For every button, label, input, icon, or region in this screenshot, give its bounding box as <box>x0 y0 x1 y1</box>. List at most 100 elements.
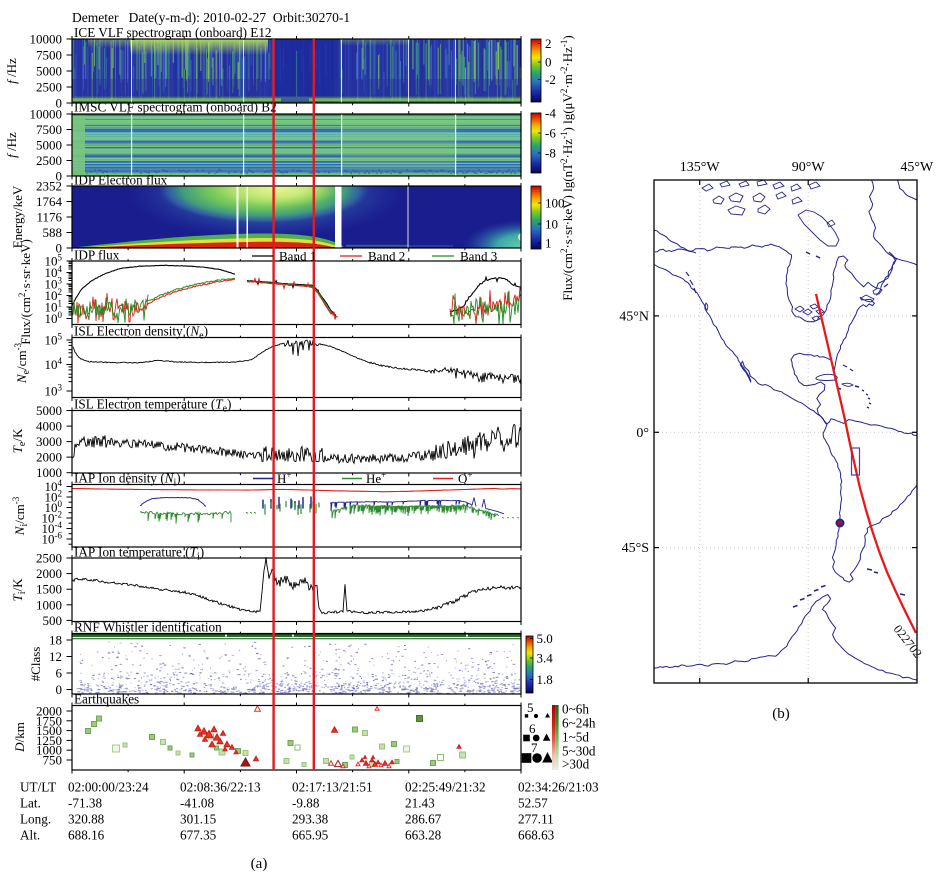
svg-text:02:00:00/23:24: 02:00:00/23:24 <box>68 780 149 795</box>
svg-text:12: 12 <box>49 649 62 664</box>
svg-text:7500: 7500 <box>36 48 62 63</box>
svg-text:UT/LT: UT/LT <box>20 780 56 795</box>
svg-text:Alt.: Alt. <box>20 828 40 843</box>
svg-text:IMSC VLF spectrogram (onboard): IMSC VLF spectrogram (onboard) B2 <box>74 100 277 115</box>
svg-text:10: 10 <box>545 217 558 232</box>
svg-text:-6: -6 <box>545 126 556 141</box>
svg-text:52.57: 52.57 <box>518 796 548 811</box>
svg-text:2500: 2500 <box>36 153 62 168</box>
svg-text:1~5d: 1~5d <box>562 730 589 745</box>
svg-text:1176: 1176 <box>36 210 62 225</box>
svg-text:02:25:49/21:32: 02:25:49/21:32 <box>405 780 486 795</box>
svg-text:0°: 0° <box>636 426 649 441</box>
svg-text:-71.38: -71.38 <box>68 796 102 811</box>
svg-text:0: 0 <box>56 169 63 184</box>
svg-text:Band 1: Band 1 <box>279 249 316 264</box>
svg-text:1000: 1000 <box>36 743 62 758</box>
svg-text:IDP Electron flux: IDP Electron flux <box>74 172 168 187</box>
svg-text:02:17:13/21:51: 02:17:13/21:51 <box>292 780 373 795</box>
svg-text:6: 6 <box>56 666 63 681</box>
svg-text:1000: 1000 <box>36 465 62 480</box>
svg-text:(b): (b) <box>772 706 790 722</box>
svg-text:2500: 2500 <box>36 551 62 566</box>
svg-text:665.95: 665.95 <box>292 828 329 843</box>
svg-text:1250: 1250 <box>36 733 62 748</box>
svg-text:5000: 5000 <box>36 403 62 418</box>
svg-text:1: 1 <box>545 236 552 251</box>
svg-text:Flux/(cm2·s·sr·keV) lg(nT2·Hz-: Flux/(cm2·s·sr·keV) lg(nT2·Hz-1) lg(μV2·… <box>559 35 575 300</box>
svg-text:(a): (a) <box>251 856 268 872</box>
svg-text:45°S: 45°S <box>622 541 649 556</box>
svg-text:1.8: 1.8 <box>537 672 553 687</box>
svg-text:Band 2: Band 2 <box>368 249 405 264</box>
svg-text:0~6h: 0~6h <box>562 702 589 717</box>
svg-text:135°W: 135°W <box>680 160 721 175</box>
svg-text:10000: 10000 <box>30 107 63 122</box>
svg-text:ISL Electron temperature (Te): ISL Electron temperature (Te) <box>74 397 231 415</box>
svg-text:f /Hz: f /Hz <box>4 58 19 84</box>
svg-text:Demeter Date(y-m-d): 2010-02: Demeter Date(y-m-d): 2010-02-27 Orbit:30… <box>72 10 350 25</box>
svg-text:688.16: 688.16 <box>68 828 105 843</box>
svg-text:5000: 5000 <box>36 64 62 79</box>
svg-text:668.63: 668.63 <box>518 828 555 843</box>
svg-text:IDP flux: IDP flux <box>74 247 120 262</box>
svg-text:Flux/(cm2·s·sr·keV): Flux/(cm2·s·sr·keV) <box>17 239 33 345</box>
svg-text:-4: -4 <box>545 106 556 121</box>
svg-text:45°W: 45°W <box>900 160 934 175</box>
svg-text:02:08:36/22:13: 02:08:36/22:13 <box>180 780 261 795</box>
svg-text:1000: 1000 <box>36 597 62 612</box>
svg-text:6: 6 <box>529 721 536 736</box>
svg-text:588: 588 <box>43 225 63 240</box>
svg-text:-8: -8 <box>545 146 556 161</box>
svg-text:Energy/keV: Energy/keV <box>10 185 25 248</box>
svg-text:2: 2 <box>545 36 552 51</box>
svg-text:0: 0 <box>56 96 63 111</box>
svg-text:18: 18 <box>49 633 62 648</box>
svg-text:293.38: 293.38 <box>292 812 329 827</box>
svg-text:45°N: 45°N <box>619 310 649 325</box>
svg-text:2000: 2000 <box>36 704 62 719</box>
svg-text:ISL Electron density (Ne): ISL Electron density (Ne) <box>74 323 208 341</box>
svg-text:Ni/cm-3: Ni/cm-3 <box>11 496 30 536</box>
svg-text:IAP Ion temperature (Ti): IAP Ion temperature (Ti) <box>74 545 204 563</box>
svg-text:286.67: 286.67 <box>405 812 442 827</box>
svg-text:ICE VLF spectrogram (onboard): ICE VLF spectrogram (onboard) E12 <box>74 25 272 40</box>
svg-text:2352: 2352 <box>36 179 62 194</box>
svg-text:1500: 1500 <box>36 582 62 597</box>
svg-text:Ti/K: Ti/K <box>10 578 28 602</box>
svg-text:2500: 2500 <box>36 80 62 95</box>
svg-text:5000: 5000 <box>36 138 62 153</box>
svg-text:5: 5 <box>527 700 534 715</box>
svg-text:Band 3: Band 3 <box>460 249 497 264</box>
svg-text:1750: 1750 <box>36 713 62 728</box>
svg-text:663.28: 663.28 <box>405 828 442 843</box>
svg-text:100: 100 <box>545 196 565 211</box>
svg-text:Long.: Long. <box>20 812 51 827</box>
svg-text:277.11: 277.11 <box>518 812 554 827</box>
svg-text:#Class: #Class <box>28 647 43 682</box>
svg-text:0: 0 <box>56 241 63 256</box>
svg-text:90°W: 90°W <box>792 160 826 175</box>
svg-text:f /Hz: f /Hz <box>4 132 19 158</box>
svg-text:5.0: 5.0 <box>537 631 553 646</box>
svg-text:IAP Ion density (Ni): IAP Ion density (Ni) <box>74 471 181 489</box>
svg-text:Lat.: Lat. <box>20 796 41 811</box>
svg-text:>30d: >30d <box>562 757 590 772</box>
svg-text:4000: 4000 <box>36 419 62 434</box>
svg-text:D/km: D/km <box>12 722 27 753</box>
svg-text:02:34:26/21:03: 02:34:26/21:03 <box>518 780 599 795</box>
svg-text:10000: 10000 <box>30 32 63 47</box>
svg-text:-2: -2 <box>545 72 556 87</box>
svg-text:301.15: 301.15 <box>180 812 217 827</box>
svg-text:2000: 2000 <box>36 566 62 581</box>
svg-text:7: 7 <box>531 740 538 755</box>
svg-text:7500: 7500 <box>36 122 62 137</box>
svg-text:3000: 3000 <box>36 434 62 449</box>
svg-text:-9.88: -9.88 <box>292 796 320 811</box>
svg-text:677.35: 677.35 <box>180 828 217 843</box>
svg-text:1500: 1500 <box>36 723 62 738</box>
svg-text:3.4: 3.4 <box>537 651 554 666</box>
svg-text:2000: 2000 <box>36 450 62 465</box>
svg-text:320.88: 320.88 <box>68 812 105 827</box>
svg-text:Ne/cm-3: Ne/cm-3 <box>13 342 32 384</box>
